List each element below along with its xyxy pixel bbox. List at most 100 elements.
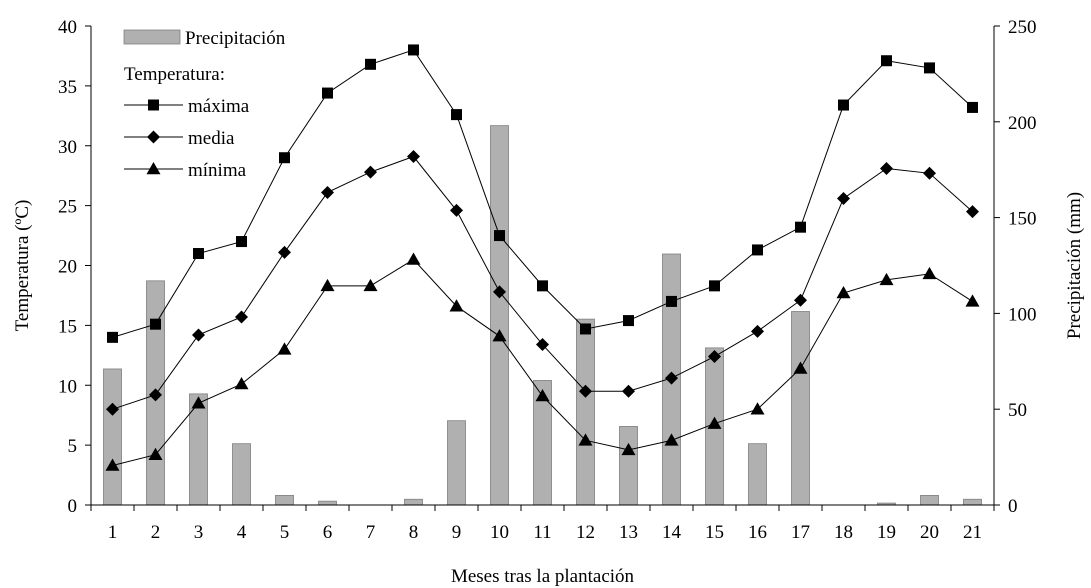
x-tick-label: 11 xyxy=(533,522,551,543)
series-point xyxy=(879,272,894,286)
legend-label-1: media xyxy=(188,128,235,149)
series-point xyxy=(449,299,464,312)
series-point xyxy=(150,318,161,330)
x-tick-label: 16 xyxy=(748,522,767,543)
right-y-axis-title: Precipitación (mm) xyxy=(1064,192,1085,339)
series-point xyxy=(149,388,162,402)
series-point xyxy=(880,162,893,176)
series-point xyxy=(105,458,120,471)
series-point xyxy=(278,245,291,259)
x-tick-label: 8 xyxy=(409,522,419,543)
series-point xyxy=(924,62,935,74)
series-point xyxy=(795,221,806,233)
precipitation-bar xyxy=(275,495,294,506)
precipitation-bar xyxy=(103,368,122,506)
right-y-tick-label: 200 xyxy=(1008,113,1037,134)
x-tick-label: 7 xyxy=(366,522,376,543)
right-y-tick-label: 100 xyxy=(1008,304,1037,325)
series-point xyxy=(666,295,677,307)
series-point xyxy=(494,230,505,242)
series-point xyxy=(535,389,550,402)
series-point xyxy=(450,203,463,217)
series-point xyxy=(794,293,807,307)
series-point xyxy=(579,384,592,398)
x-tick-label: 12 xyxy=(576,522,595,543)
series-point xyxy=(363,278,378,292)
series-point xyxy=(966,205,979,219)
series-point xyxy=(750,402,765,415)
left-y-tick-label: 0 xyxy=(68,496,78,517)
precipitation-bars xyxy=(103,125,982,506)
x-tick-label: 9 xyxy=(452,522,462,543)
series-point xyxy=(365,58,376,70)
precipitation-bar xyxy=(232,443,251,506)
series-point xyxy=(106,402,119,416)
x-tick-label: 2 xyxy=(151,522,161,543)
x-tick-label: 20 xyxy=(920,522,939,543)
left-y-axis-title: Temperatura (ºC) xyxy=(12,200,33,332)
series-point xyxy=(148,447,163,460)
series-point xyxy=(406,252,421,265)
x-tick-label: 3 xyxy=(194,522,204,543)
precipitation-bar xyxy=(318,500,337,506)
left-y-tick-label: 30 xyxy=(58,137,77,158)
series-point xyxy=(322,87,333,99)
x-tick-label: 17 xyxy=(791,522,810,543)
series-point xyxy=(578,433,593,446)
precipitation-bar xyxy=(791,311,810,506)
x-tick-label: 10 xyxy=(490,522,509,543)
left-y-tick-label: 20 xyxy=(58,257,77,278)
series-point xyxy=(407,150,420,164)
series-point xyxy=(107,331,118,343)
x-tick-label: 1 xyxy=(108,522,118,543)
series-point xyxy=(321,185,334,199)
series-point xyxy=(922,266,937,280)
series-point xyxy=(191,396,206,409)
right-y-tick-label: 50 xyxy=(1008,400,1027,421)
left-y-tick-label: 5 xyxy=(68,436,78,457)
x-tick-label: 19 xyxy=(877,522,896,543)
precipitation-bar xyxy=(963,498,982,506)
series-point xyxy=(536,338,549,352)
series-point xyxy=(836,286,851,299)
series-point xyxy=(665,371,678,385)
legend-label-precipitacion: Precipitación xyxy=(185,28,286,49)
x-tick-label: 6 xyxy=(323,522,333,543)
series-point xyxy=(408,44,419,56)
series-point xyxy=(621,442,636,456)
series-point xyxy=(279,152,290,164)
series-point xyxy=(580,323,591,335)
series-point xyxy=(277,342,292,355)
legend-label-0: máxima xyxy=(188,96,250,117)
left-y-tick-label: 25 xyxy=(58,197,77,218)
series-point xyxy=(709,280,720,292)
series-point xyxy=(493,285,506,299)
left-y-tick-label: 15 xyxy=(58,316,77,337)
temperature-lines xyxy=(105,44,980,471)
x-tick-label: 18 xyxy=(834,522,853,543)
series-point xyxy=(793,361,808,374)
series-point xyxy=(364,165,377,179)
precipitation-bar xyxy=(490,125,509,506)
series-point xyxy=(967,101,978,113)
x-tick-label: 21 xyxy=(963,522,982,543)
x-tick-label: 14 xyxy=(662,522,682,543)
x-tick-label: 4 xyxy=(237,522,247,543)
precipitation-bar xyxy=(748,443,767,506)
series-point xyxy=(234,377,249,390)
right-y-tick-label: 0 xyxy=(1008,496,1018,517)
series-point xyxy=(622,384,635,398)
precipitation-bar xyxy=(404,498,423,506)
series-point xyxy=(623,315,634,327)
precipitation-bar xyxy=(920,495,939,506)
legend-line-entries: máxima media mínima xyxy=(124,96,250,181)
precipitation-bar xyxy=(576,318,595,506)
series-point xyxy=(751,324,764,338)
series-point xyxy=(838,99,849,111)
series-point xyxy=(664,433,679,446)
series-point xyxy=(192,328,205,342)
legend-marker-1 xyxy=(147,130,160,144)
series-point xyxy=(235,310,248,324)
series-point xyxy=(492,329,507,342)
